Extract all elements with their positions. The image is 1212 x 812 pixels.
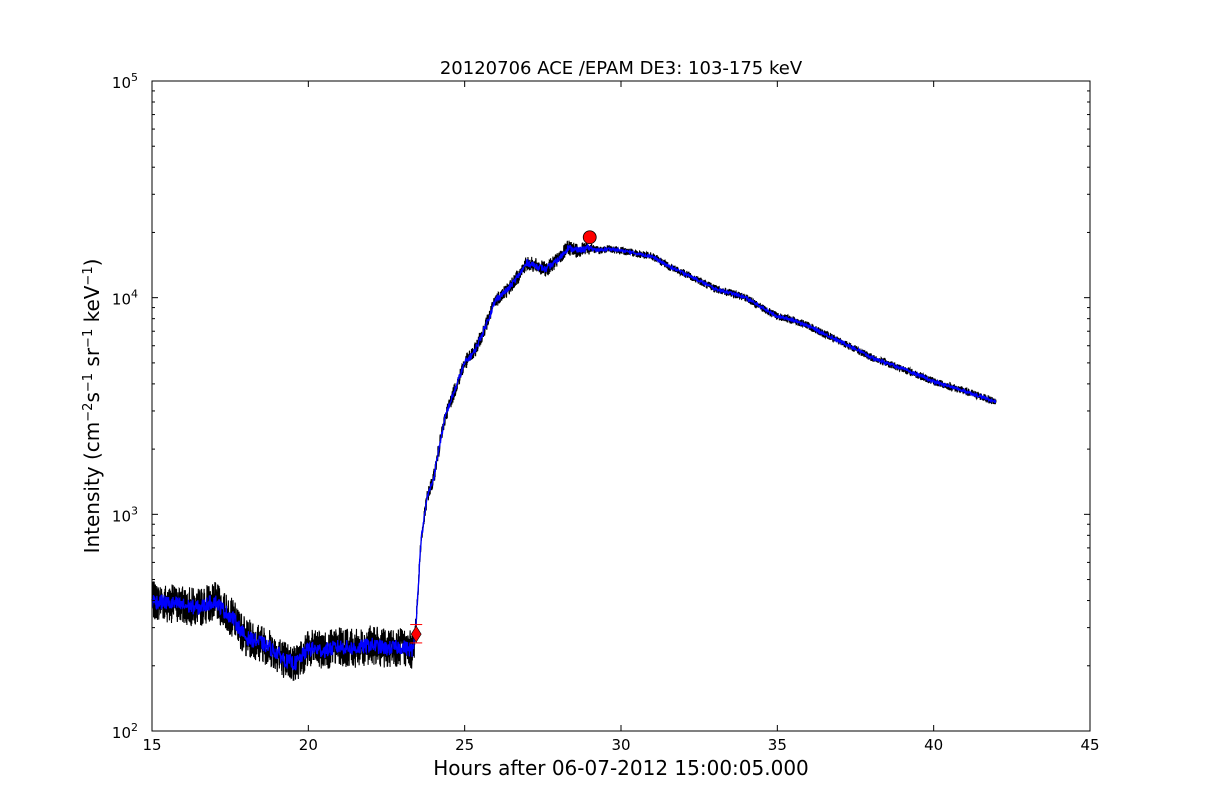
x-tick-label: 25 — [455, 736, 474, 754]
y-axis-label: Intensity (cm−2s−1 sr−1 keV−1) — [80, 259, 104, 554]
x-tick-label: 35 — [768, 736, 787, 754]
y-label-sup2: −1 — [81, 373, 96, 392]
y-label-sup4: −1 — [81, 266, 96, 285]
y-label-sup3: −1 — [81, 329, 96, 348]
onset-marker — [410, 625, 422, 643]
y-tick-label: 104 — [112, 288, 138, 309]
y-tick-label: 103 — [112, 504, 138, 525]
y-label-sup1: −2 — [81, 403, 96, 422]
y-label-end: ) — [80, 259, 104, 267]
plot-area — [151, 230, 997, 682]
series-line-1 — [151, 243, 997, 671]
x-tick-label: 30 — [611, 736, 630, 754]
y-label-mid3: keV — [80, 285, 104, 329]
x-tick-label: 20 — [299, 736, 318, 754]
y-tick-label: 105 — [112, 71, 138, 92]
y-label-mid1: s — [80, 392, 104, 402]
y-tick-label: 102 — [112, 721, 138, 742]
y-label-mid2: sr — [80, 347, 104, 373]
x-tick-label: 15 — [142, 736, 161, 754]
y-label-base: Intensity (cm — [80, 422, 104, 554]
x-axis: 15 20 25 30 35 40 45 — [142, 81, 1100, 754]
x-axis-label: Hours after 06-07-2012 15:00:05.000 — [433, 756, 809, 780]
chart-title: 20120706 ACE /EPAM DE3: 103-175 keV — [440, 58, 803, 79]
y-axis: 102 103 104 105 — [112, 71, 1090, 742]
x-tick-label: 45 — [1080, 736, 1099, 754]
peak-marker — [582, 230, 597, 245]
x-tick-label: 40 — [924, 736, 943, 754]
